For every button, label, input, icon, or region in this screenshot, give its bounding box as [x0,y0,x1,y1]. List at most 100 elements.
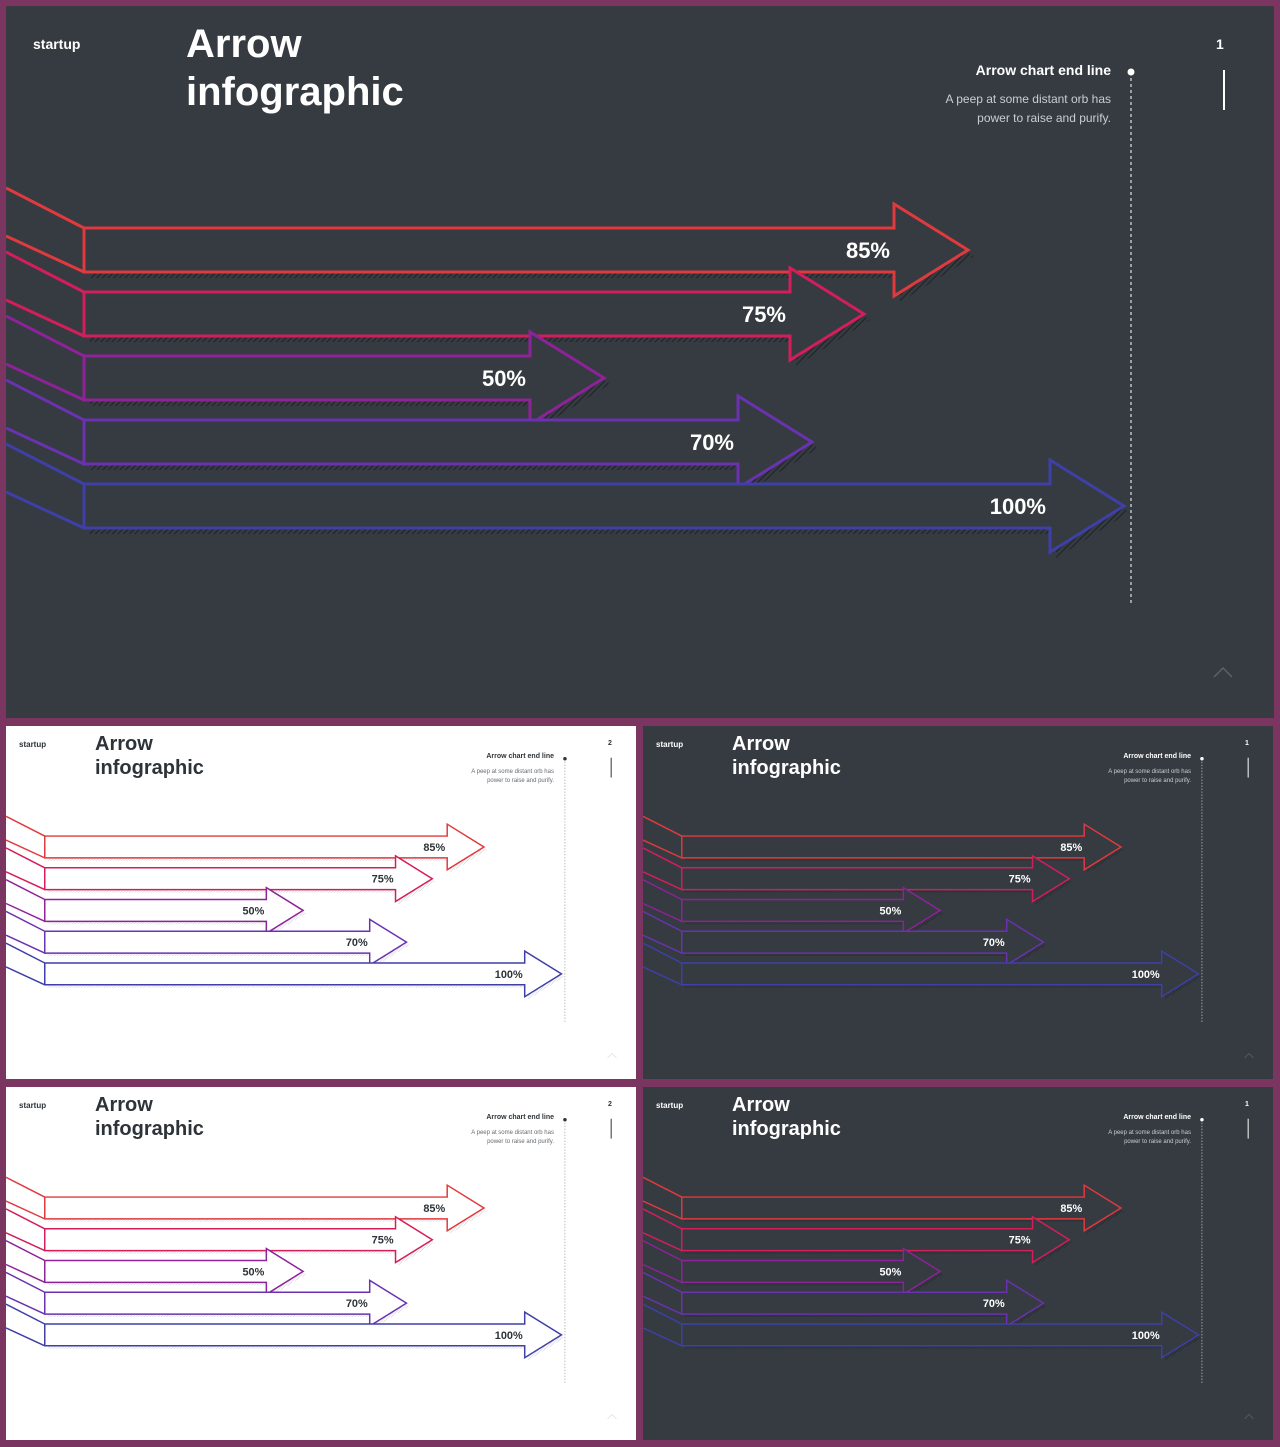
arrow-feeder-line [643,934,683,954]
slide-title: Arrow infographic [732,1093,841,1141]
arrow-feeder-line [643,1240,683,1262]
slide-title: Arrow infographic [95,732,204,780]
end-line-dot [563,756,567,761]
arrow-bar [44,1183,486,1233]
arrow-bar [681,918,1045,967]
chevron-up-icon[interactable] [607,1052,617,1059]
slide-title: Arrow infographic [186,20,404,116]
arrow-value-label: 70% [346,937,368,949]
arrow-bar [44,886,305,935]
slide-2: 85% 75% 50% 70% 100% startup Arrow infograph… [6,726,636,1079]
end-line-dot [1127,68,1135,76]
arrow-value-label: 85% [423,842,445,854]
arrow-value-label: 85% [423,1203,445,1215]
arrow-value-label: 85% [1060,842,1082,854]
title-line-1: Arrow [186,22,302,66]
arrow-bar [681,1279,1045,1328]
arrow-value-label: 75% [1009,1235,1031,1247]
end-line-desc-line-2: power to raise and purify. [487,778,554,784]
arrow-feeder-line [6,839,46,859]
brand-logo-text: startup [656,1101,684,1110]
arrow-feeder-line [6,250,85,294]
arrow-feeder-line [643,879,683,901]
arrow-feeder-line [6,871,46,891]
arrow-value-label: 70% [690,430,734,455]
arrow-chart: 85% 75% 50% 70% 100% [643,756,1249,1024]
arrow-feeder-line [6,186,85,230]
arrow-bar [82,201,971,299]
end-line-title: Arrow chart end line [975,62,1111,78]
arrow-value-label: 75% [372,874,394,886]
arrow-bar [681,1310,1200,1360]
arrow-feeder-line [6,1200,46,1220]
arrow-bar [681,854,1071,903]
arrow-feeder-line [6,1327,46,1347]
arrow-value-label: 75% [372,1235,394,1247]
arrow-feeder-line [643,1232,683,1252]
end-line-desc-line-2: power to raise and purify. [977,111,1111,125]
page-number: 2 [608,1101,612,1108]
arrow-feeder-line [643,1295,683,1315]
arrow-bar [681,1247,942,1296]
arrow-feeder-line [6,934,46,954]
arrow-feeder-line [6,879,46,901]
page-number: 1 [1216,36,1224,52]
arrow-bar [82,265,867,363]
arrow-feeder-line [643,847,683,869]
end-line-description: A peep at some distant orb has power to … [471,1129,554,1147]
page-number: 2 [608,740,612,747]
arrow-value-label: 100% [990,494,1046,519]
title-line-2: infographic [732,1118,841,1140]
arrow-feeder-line [6,1240,46,1262]
arrow-value-label: 85% [846,238,890,263]
title-line-2: infographic [95,757,204,779]
arrow-value-label: 50% [242,905,264,917]
chevron-up-icon[interactable] [1213,666,1233,678]
end-line-desc-line-1: A peep at some distant orb has [1108,1130,1191,1136]
title-line-2: infographic [186,70,404,114]
arrow-feeder-line [643,942,683,964]
arrow-bar [681,822,1123,872]
slide-4: 85% 75% 50% 70% 100% startup Arrow infograph… [6,1087,636,1440]
end-line-desc-line-1: A peep at some distant orb has [471,769,554,775]
chevron-up-icon[interactable] [607,1413,617,1420]
arrow-bar [44,1310,563,1360]
arrow-value-label: 85% [1060,1203,1082,1215]
arrow-value-label: 50% [482,366,526,391]
arrow-chart: 85% 75% 50% 70% 100% [6,756,612,1024]
arrow-value-label: 50% [879,905,901,917]
brand-logo-text: startup [19,1101,47,1110]
arrow-bar [44,1215,434,1264]
end-line-desc-line-2: power to raise and purify. [1124,1139,1191,1145]
chevron-up-icon[interactable] [1244,1413,1254,1420]
arrow-value-label: 100% [1132,969,1160,981]
arrow-feeder-line [6,1176,46,1198]
arrow-feeder-line [643,1271,683,1293]
arrow-feeder-line [643,1200,683,1220]
chevron-up-icon[interactable] [1244,1052,1254,1059]
end-line-desc-line-1: A peep at some distant orb has [945,92,1111,106]
arrow-feeder-line [6,910,46,932]
arrow-value-label: 50% [879,1266,901,1278]
title-line-1: Arrow [732,1094,790,1116]
arrow-feeder-line [643,1176,683,1198]
arrow-feeder-line [6,234,85,274]
arrow-feeder-line [643,1327,683,1347]
arrow-feeder-line [6,1303,46,1325]
end-line-title: Arrow chart end line [486,1114,554,1121]
arrow-feeder-line [643,815,683,837]
arrow-bar [44,1279,408,1328]
arrow-feeder-line [643,966,683,986]
arrow-chart: 85% 75% 50% 70% 100% [6,1117,612,1385]
arrow-value-label: 70% [983,1298,1005,1310]
arrow-bar [82,329,607,427]
title-line-2: infographic [732,757,841,779]
arrow-value-label: 50% [242,1266,264,1278]
arrow-feeder-line [6,847,46,869]
arrow-feeder-line [6,815,46,837]
arrow-feeder-line [6,362,85,402]
brand-logo-text: startup [33,36,81,52]
page-number: 1 [1245,1101,1249,1108]
brand-logo-text: startup [19,740,47,749]
title-line-1: Arrow [95,1094,153,1116]
